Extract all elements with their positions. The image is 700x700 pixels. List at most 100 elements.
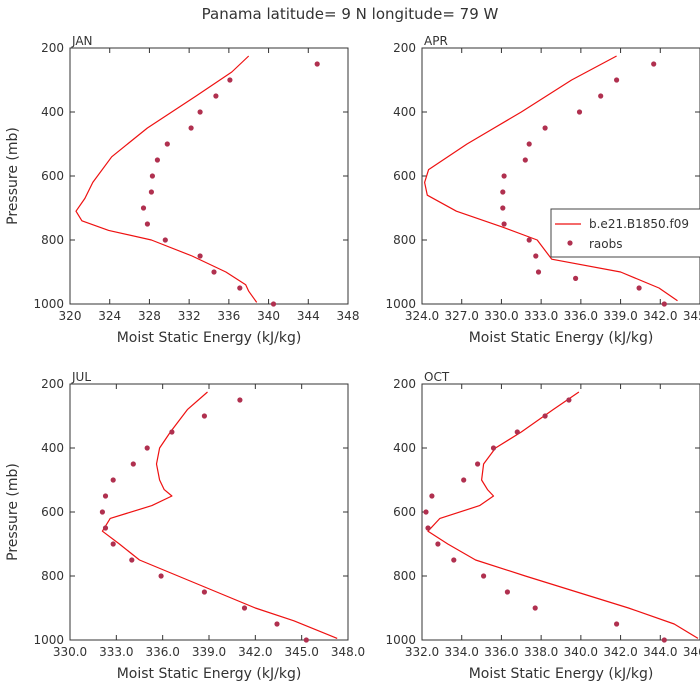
panel-label-oct: OCT bbox=[424, 370, 450, 384]
x-tick-label-jan: 320 bbox=[59, 309, 82, 323]
legend-box bbox=[550, 208, 700, 258]
raobs-point-apr bbox=[522, 157, 528, 163]
raobs-point-oct bbox=[490, 445, 497, 451]
panel-label-jul: JUL bbox=[71, 370, 91, 384]
model-line-jan bbox=[75, 55, 258, 303]
raobs-point-jul bbox=[158, 573, 164, 579]
raobs-point-oct bbox=[475, 461, 481, 467]
raobs-point-apr bbox=[661, 301, 667, 307]
raobs-point-jan bbox=[197, 109, 203, 115]
legend-label-model: b.e21.B1850.f09 bbox=[589, 217, 689, 231]
raobs-point-oct bbox=[504, 589, 510, 595]
model-line-apr bbox=[424, 55, 678, 302]
panel-label-jan: JAN bbox=[71, 34, 93, 48]
raobs-point-jul bbox=[169, 429, 175, 435]
y-axis-title-jan: Pressure (mb) bbox=[5, 127, 21, 225]
x-tick-label-oct: 334.0 bbox=[445, 645, 479, 659]
panels: JAN 320 324 328 332 336 340 344 348 200 400 600 800 1… bbox=[5, 34, 700, 682]
model-line-oct bbox=[427, 391, 699, 639]
x-tick-label-apr: 336.0 bbox=[564, 309, 598, 323]
x-tick-label-apr: 342.0 bbox=[643, 309, 677, 323]
raobs-point-oct bbox=[614, 621, 620, 627]
raobs-point-oct bbox=[661, 637, 667, 643]
raobs-point-apr bbox=[526, 237, 532, 243]
raobs-point-jan bbox=[237, 285, 243, 291]
raobs-point-jan bbox=[144, 221, 150, 227]
x-axis-title-apr: Moist Static Energy (kJ/kg) bbox=[469, 330, 654, 346]
raobs-point-jan bbox=[149, 173, 155, 179]
x-tick-label-oct: 342.0 bbox=[603, 645, 637, 659]
x-tick-label-oct: 332.0 bbox=[405, 645, 439, 659]
raobs-point-jul bbox=[201, 413, 207, 419]
raobs-point-apr bbox=[500, 205, 506, 211]
x-tick-label-apr: 330.0 bbox=[484, 309, 518, 323]
x-tick-label-apr: 339.0 bbox=[603, 309, 637, 323]
x-tick-label-oct: 338.0 bbox=[524, 645, 558, 659]
y-tick-label-oct: 400 bbox=[393, 441, 416, 455]
panel-oct: OCT 332.0 334.0 336.0 338.0 340.0 342.0 344.0 34… bbox=[385, 370, 700, 682]
raobs-point-jan bbox=[211, 269, 217, 275]
raobs-point-apr bbox=[542, 125, 548, 131]
y-axis-title-jul: Pressure (mb) bbox=[5, 463, 21, 561]
x-axis-title-jul: Moist Static Energy (kJ/kg) bbox=[117, 666, 302, 682]
x-tick-label-jan: 340 bbox=[257, 309, 280, 323]
chart-title: Panama latitude= 9 N longitude= 79 W bbox=[202, 5, 499, 23]
raobs-point-oct bbox=[461, 477, 467, 483]
plot-frame-jul bbox=[69, 383, 349, 641]
y-tick-label-jan: 200 bbox=[41, 41, 64, 55]
raobs-point-oct bbox=[514, 429, 520, 435]
x-tick-label-apr: 345.0 bbox=[683, 309, 700, 323]
panel-jul: JUL 330.0 333.0 336.0 339.0 342.0 345.0 348.0 20… bbox=[5, 370, 365, 682]
raobs-point-jul bbox=[110, 541, 116, 547]
raobs-point-apr bbox=[535, 269, 542, 275]
raobs-point-jan bbox=[197, 253, 203, 259]
x-tick-label-jul: 345.0 bbox=[284, 645, 318, 659]
raobs-point-apr bbox=[526, 141, 532, 147]
raobs-point-jul bbox=[274, 621, 280, 627]
y-tick-label-apr: 1000 bbox=[385, 297, 416, 311]
x-tick-label-jan: 324 bbox=[98, 309, 121, 323]
raobs-point-jan bbox=[227, 77, 233, 83]
raobs-point-jul bbox=[110, 477, 116, 483]
raobs-point-jan bbox=[140, 205, 147, 211]
x-tick-label-oct: 346.0 bbox=[683, 645, 700, 659]
raobs-point-jan bbox=[213, 93, 219, 99]
x-tick-label-jul: 336.0 bbox=[145, 645, 179, 659]
raobs-point-apr bbox=[500, 189, 506, 195]
legend: b.e21.B1850.f09 raobs bbox=[550, 208, 700, 258]
raobs-point-apr bbox=[501, 221, 507, 227]
x-tick-label-jan: 332 bbox=[178, 309, 201, 323]
x-tick-label-apr: 327.0 bbox=[445, 309, 479, 323]
raobs-point-jul bbox=[237, 397, 243, 403]
x-tick-label-jul: 333.0 bbox=[99, 645, 133, 659]
x-tick-label-apr: 333.0 bbox=[524, 309, 558, 323]
x-tick-label-oct: 344.0 bbox=[643, 645, 677, 659]
plot-frame-oct bbox=[421, 383, 700, 641]
y-tick-label-jan: 400 bbox=[41, 105, 64, 119]
x-tick-label-jan: 348 bbox=[337, 309, 360, 323]
y-tick-label-jan: 1000 bbox=[33, 297, 64, 311]
x-tick-label-jul: 330.0 bbox=[53, 645, 87, 659]
y-tick-label-oct: 800 bbox=[393, 569, 416, 583]
raobs-point-jul bbox=[99, 509, 105, 515]
raobs-point-jan bbox=[154, 157, 160, 163]
raobs-point-jul bbox=[130, 461, 136, 467]
y-tick-label-jan: 600 bbox=[41, 169, 64, 183]
raobs-point-jul bbox=[102, 493, 109, 499]
x-tick-label-jan: 328 bbox=[138, 309, 161, 323]
y-tick-label-oct: 1000 bbox=[385, 633, 416, 647]
x-tick-label-jul: 342.0 bbox=[238, 645, 272, 659]
raobs-point-jan bbox=[188, 125, 194, 131]
y-tick-label-oct: 200 bbox=[393, 377, 416, 391]
x-axis-title-jan: Moist Static Energy (kJ/kg) bbox=[117, 330, 302, 346]
panel-label-apr: APR bbox=[424, 34, 448, 48]
model-line-jul bbox=[101, 391, 338, 639]
panel-apr: APR 324.0 327.0 330.0 333.0 336.0 339.0 342.0 34… bbox=[385, 34, 700, 346]
x-tick-label-jan: 344 bbox=[297, 309, 320, 323]
y-tick-label-jul: 800 bbox=[41, 569, 64, 583]
plot-frame-jan bbox=[69, 47, 349, 305]
raobs-point-oct bbox=[566, 397, 572, 403]
y-tick-label-apr: 200 bbox=[393, 41, 416, 55]
y-tick-label-apr: 400 bbox=[393, 105, 416, 119]
raobs-point-jul bbox=[303, 637, 309, 643]
